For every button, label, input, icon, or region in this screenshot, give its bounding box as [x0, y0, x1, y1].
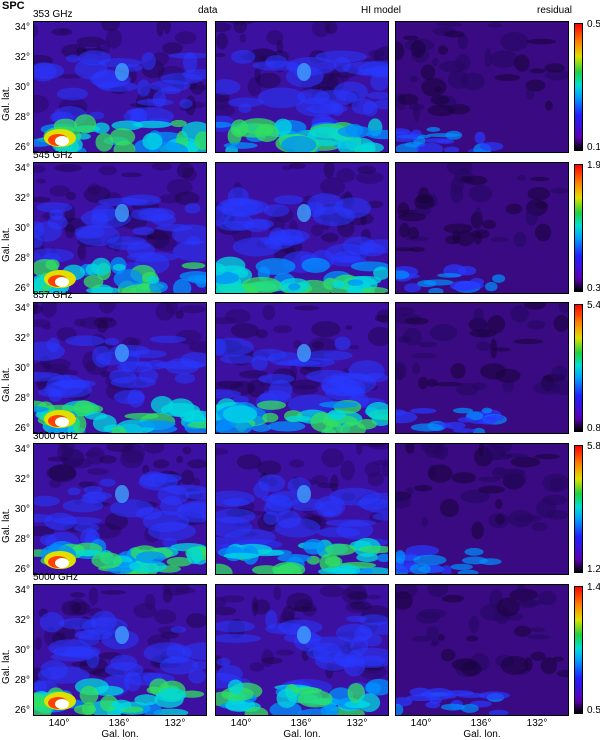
y-tick-label: 32° [14, 193, 30, 204]
y-tick-label: 26° [14, 705, 30, 716]
map-image [396, 585, 568, 715]
x-tick-label: 132° [346, 718, 368, 729]
x-tick-label: 140° [230, 718, 252, 729]
x-axis-label: Gal. lon. [463, 729, 501, 740]
colorbar [574, 586, 583, 714]
map-panel-residual [395, 443, 569, 575]
map-panel-hi-model [215, 302, 389, 434]
x-tick-label: 132° [164, 718, 186, 729]
column-title-residual: residual [537, 5, 573, 16]
map-panel-residual [395, 302, 569, 434]
column-title-data: data [198, 5, 218, 16]
y-tick-label: 28° [14, 675, 30, 686]
map-panel-data [33, 443, 207, 575]
x-tick-label: 132° [526, 718, 548, 729]
y-tick-label: 32° [14, 474, 30, 485]
y-tick-label: 30° [14, 363, 30, 374]
map-panel-hi-model [215, 162, 389, 294]
map-image [34, 585, 206, 715]
colorbar-max-label: 0.55 [587, 19, 600, 30]
x-axis-label: Gal. lon. [283, 729, 321, 740]
y-axis-label: Gal. lat. [1, 86, 12, 121]
y-tick-label: 28° [14, 112, 30, 123]
frequency-label: 3000 GHz [33, 431, 79, 442]
map-panel-hi-model [215, 21, 389, 153]
map-image [396, 444, 568, 574]
y-tick-label: 34° [14, 444, 30, 455]
frequency-label: 545 GHz [33, 150, 73, 161]
y-tick-label: 34° [14, 303, 30, 314]
colorbar [574, 164, 583, 292]
colorbar-max-label: 5.80 [587, 441, 600, 452]
y-tick-label: 28° [14, 534, 30, 545]
colorbar [574, 304, 583, 432]
map-panel-residual [395, 21, 569, 153]
map-image [216, 303, 388, 433]
y-tick-label: 26° [14, 564, 30, 575]
y-tick-label: 34° [14, 163, 30, 174]
y-tick-label: 26° [14, 142, 30, 153]
column-title-hi-model: HI model [361, 5, 402, 16]
x-tick-label: 136° [470, 718, 492, 729]
y-tick-label: 32° [14, 333, 30, 344]
map-image [216, 444, 388, 574]
y-tick-label: 26° [14, 283, 30, 294]
map-image [396, 303, 568, 433]
map-image [216, 163, 388, 293]
colorbar [574, 445, 583, 573]
map-panel-residual [395, 584, 569, 716]
y-axis-label: Gal. lat. [1, 367, 12, 402]
y-tick-label: 30° [14, 645, 30, 656]
x-axis-label: Gal. lon. [101, 729, 139, 740]
map-image [34, 303, 206, 433]
colorbar-min-label: 1.28 [587, 564, 600, 575]
frequency-label: 857 GHz [33, 290, 73, 301]
y-tick-label: 30° [14, 223, 30, 234]
y-axis-label: Gal. lat. [1, 649, 12, 684]
y-tick-label: 28° [14, 253, 30, 264]
map-panel-hi-model [215, 584, 389, 716]
y-axis-label: Gal. lat. [1, 508, 12, 543]
x-tick-label: 140° [48, 718, 70, 729]
y-tick-label: 32° [14, 615, 30, 626]
y-tick-label: 30° [14, 82, 30, 93]
y-tick-label: 34° [14, 22, 30, 33]
map-image [34, 444, 206, 574]
colorbar [574, 23, 583, 151]
colorbar-min-label: 0.36 [587, 283, 600, 294]
map-image [216, 22, 388, 152]
map-image [34, 22, 206, 152]
colorbar-min-label: 0.51 [587, 705, 600, 716]
colorbar-min-label: 0.88 [587, 423, 600, 434]
x-tick-label: 136° [290, 718, 312, 729]
frequency-label: 353 GHz [33, 9, 73, 20]
map-image [396, 22, 568, 152]
y-tick-label: 26° [14, 423, 30, 434]
map-image [34, 163, 206, 293]
map-panel-residual [395, 162, 569, 294]
y-tick-label: 34° [14, 585, 30, 596]
colorbar-max-label: 1.96 [587, 160, 600, 171]
map-panel-data [33, 162, 207, 294]
y-tick-label: 30° [14, 504, 30, 515]
map-image [396, 163, 568, 293]
map-image [216, 585, 388, 715]
y-tick-label: 28° [14, 393, 30, 404]
x-tick-label: 140° [410, 718, 432, 729]
y-tick-label: 32° [14, 52, 30, 63]
map-panel-data [33, 302, 207, 434]
x-tick-label: 136° [108, 718, 130, 729]
colorbar-min-label: 0.14 [587, 142, 600, 153]
colorbar-max-label: 1.46 [587, 582, 600, 593]
frequency-label: 5000 GHz [33, 572, 79, 583]
figure-title: SPC [2, 0, 25, 12]
map-panel-data [33, 584, 207, 716]
y-axis-label: Gal. lat. [1, 227, 12, 262]
colorbar-max-label: 5.43 [587, 300, 600, 311]
map-panel-hi-model [215, 443, 389, 575]
map-panel-data [33, 21, 207, 153]
